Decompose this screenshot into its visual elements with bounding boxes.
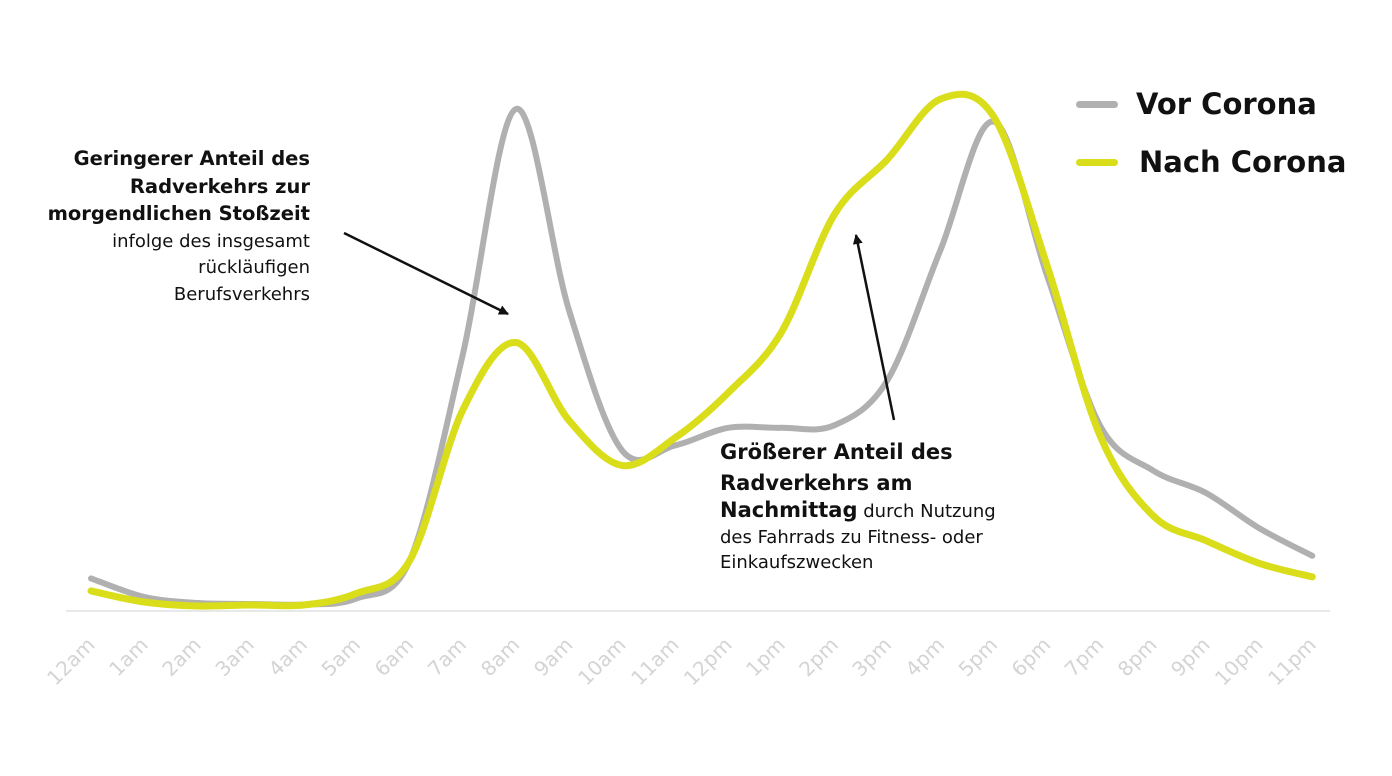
annot-afternoon-text-1: des Fahrrads zu Fitness- oder (720, 526, 983, 548)
legend-item-vor-corona: Vor Corona (1076, 87, 1317, 121)
annot-afternoon-bold-2: Radverkehrs am (720, 470, 913, 495)
x-tick-label: 9am (529, 633, 577, 681)
x-tick-label: 8am (476, 633, 524, 681)
annot-morning-text-1: infolge des insgesamt (112, 230, 310, 252)
annot-afternoon-bold-inline: Nachmittag (720, 498, 858, 522)
x-tick-label: 10am (573, 633, 630, 690)
legend-swatch-nach-corona (1076, 158, 1118, 166)
x-tick-label: 10pm (1210, 633, 1268, 691)
series-lines (87, 90, 1316, 610)
x-tick-label: 11pm (1263, 633, 1321, 691)
afternoon-arrow (852, 234, 896, 421)
series-line-nach-corona (87, 90, 1316, 610)
x-tick-label: 7pm (1060, 633, 1109, 682)
x-tick-label: 4pm (900, 633, 949, 682)
annot-morning-text-3: Berufsverkehrs (173, 283, 310, 305)
annot-afternoon-text-2: Einkaufszwecken (720, 552, 874, 573)
legend-item-nach-corona: Nach Corona (1076, 145, 1346, 179)
x-tick-labels: 12am 1am 2am 3am 4am 5am 6am 7am 8am 9am10am11am1… (42, 633, 1321, 691)
annot-afternoon-bold-1: Größerer Anteil des (720, 440, 953, 464)
legend-label-vor-corona: Vor Corona (1136, 87, 1317, 121)
x-tick-label: 9pm (1166, 633, 1215, 682)
annotation-afternoon: Größerer Anteil des Radverkehrs am Nachm… (720, 437, 1060, 576)
x-tick-label: 5am (317, 633, 365, 681)
x-tick-label: 11am (626, 633, 683, 690)
annot-morning-bold-2: Radverkehrs zur (129, 174, 310, 198)
morning-arrow (343, 231, 509, 316)
x-tick-label: 12pm (679, 633, 737, 691)
x-tick-label: 12am (42, 633, 99, 690)
x-tick-label: 2am (157, 633, 205, 681)
x-tick-label: 6am (370, 633, 418, 681)
x-tick-label: 7am (423, 633, 471, 681)
annot-afternoon-text-inline: durch Nutzung (857, 501, 996, 522)
x-tick-label: 1pm (741, 633, 790, 682)
annot-morning-text-2: rückläufigen (198, 257, 310, 278)
x-tick-label: 5pm (954, 633, 1003, 682)
x-tick-label: 4am (264, 633, 312, 681)
x-tick-label: 2pm (794, 633, 843, 682)
x-tick-label: 6pm (1007, 633, 1056, 682)
annotation-morning: Geringerer Anteil des Radverkehrs zur mo… (14, 146, 310, 308)
x-tick-label: 1am (104, 633, 152, 681)
x-tick-label: 3pm (847, 633, 896, 682)
annot-morning-bold-1: Geringerer Anteil des (73, 147, 310, 170)
legend-label-nach-corona: Nach Corona (1139, 145, 1347, 179)
x-tick-label: 3am (210, 633, 258, 681)
x-tick-label: 8pm (1113, 633, 1162, 682)
legend-swatch-vor-corona (1076, 100, 1118, 108)
annot-morning-bold-3: morgendlichen Stoßzeit (47, 202, 310, 225)
